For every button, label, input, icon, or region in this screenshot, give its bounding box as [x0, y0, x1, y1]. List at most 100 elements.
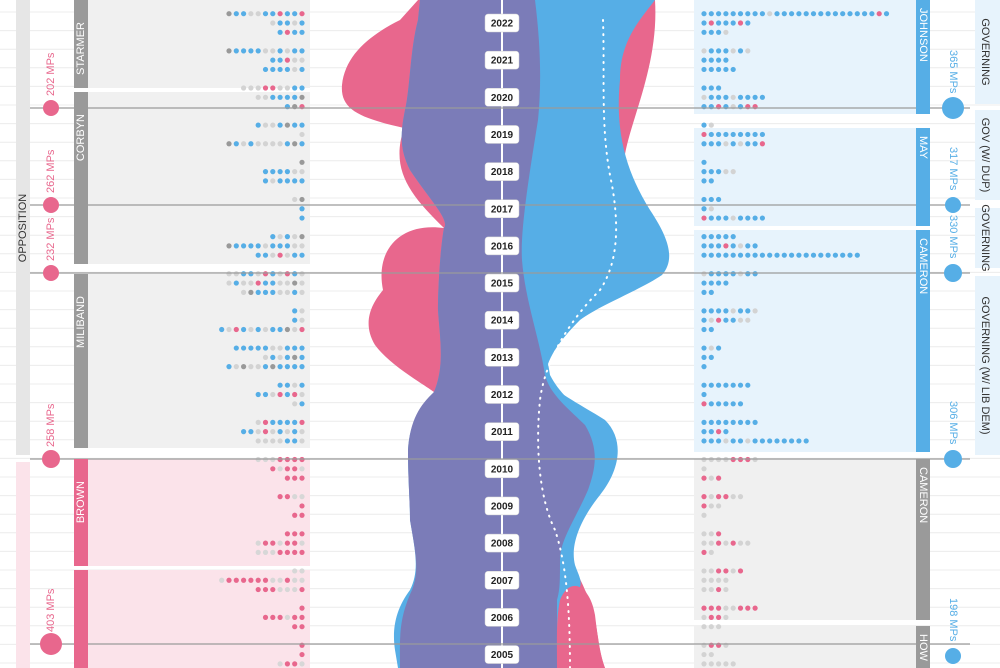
mp-dot — [723, 234, 729, 240]
mp-dot — [730, 169, 736, 175]
mp-dot — [284, 85, 290, 91]
leader-bar — [916, 459, 930, 620]
mp-dot — [248, 577, 254, 583]
mp-dot — [745, 419, 751, 425]
mp-dot — [284, 419, 290, 425]
mp-dot — [701, 345, 707, 351]
year-badge — [484, 88, 520, 107]
mp-dot — [716, 438, 722, 444]
panel-bg — [88, 570, 310, 668]
year-label: 2013 — [491, 353, 514, 364]
mp-dot — [255, 577, 261, 583]
mp-dot — [701, 568, 707, 574]
mp-dot — [241, 429, 247, 435]
year-badge — [484, 459, 520, 479]
mp-dot — [730, 317, 736, 323]
mp-dot — [708, 206, 714, 212]
mp-dot — [701, 85, 707, 91]
mp-dot — [292, 512, 298, 518]
mp-dot — [277, 577, 283, 583]
mp-dot — [292, 661, 298, 667]
mp-dot — [723, 614, 729, 621]
mp-dot — [730, 494, 736, 500]
mp-dot — [716, 252, 722, 258]
status-band — [975, 0, 1000, 104]
mp-dot — [284, 243, 290, 249]
mp-dot — [226, 271, 232, 277]
year-label: 2008 — [491, 539, 514, 550]
mp-dot — [299, 308, 305, 314]
leader-name: MILIBAND — [75, 296, 87, 348]
mp-dot — [277, 178, 283, 184]
mp-dot — [299, 122, 305, 128]
mp-dot — [277, 29, 283, 35]
mp-dot — [737, 317, 744, 323]
mp-dot — [723, 20, 729, 26]
mp-dot — [241, 141, 247, 147]
leader-name: MAY — [917, 136, 929, 160]
mp-dot — [292, 401, 298, 407]
mp-dot — [241, 280, 247, 286]
mp-count-label: 198 MPs — [947, 598, 959, 642]
mp-dot — [745, 382, 751, 388]
mp-dot — [284, 438, 290, 444]
mp-dot — [299, 382, 305, 388]
leader-bar — [74, 92, 88, 264]
mp-dot — [292, 234, 298, 240]
mp-dot — [255, 48, 261, 54]
mp-dot — [233, 364, 239, 370]
mp-dot — [737, 568, 744, 574]
mp-dot — [701, 549, 707, 556]
mp-dot — [708, 280, 714, 286]
mp-count-label: 232 MPs — [45, 217, 57, 261]
mp-dot — [752, 308, 758, 314]
mp-dot — [723, 252, 729, 258]
mp-dot — [262, 577, 269, 583]
mp-dot — [737, 131, 744, 138]
overlap-stream — [399, 0, 595, 668]
mp-dot — [277, 466, 283, 472]
mp-dot — [248, 141, 254, 147]
mp-dot — [277, 169, 283, 175]
mp-dot — [716, 475, 722, 481]
panel-bg — [88, 274, 310, 448]
mp-count-label: 403 MPs — [45, 588, 57, 632]
mp-dot — [277, 438, 283, 444]
mp-dot — [745, 48, 751, 54]
mp-dot — [730, 94, 736, 100]
mp-dot — [708, 661, 714, 667]
mp-dot — [708, 66, 714, 73]
mp-dot — [262, 271, 269, 277]
mp-dot — [226, 141, 232, 147]
mp-dot — [299, 512, 305, 518]
mp-dot — [292, 308, 298, 314]
mp-dot — [292, 57, 298, 63]
mp-dot — [708, 577, 714, 583]
mp-dot — [737, 215, 744, 221]
mp-dot — [737, 308, 744, 314]
mp-dot — [708, 20, 714, 26]
mp-dot — [701, 206, 707, 212]
mp-dot — [708, 614, 714, 621]
year-label: 2010 — [491, 464, 514, 475]
mp-dot — [270, 271, 276, 277]
mp-dot — [270, 345, 276, 351]
mp-dot — [262, 85, 269, 91]
mp-dot — [277, 234, 283, 240]
mp-dot — [284, 234, 290, 240]
year-badge — [484, 273, 520, 293]
mp-dot — [270, 577, 276, 583]
mp-dot — [292, 345, 298, 351]
mp-dot — [701, 354, 707, 360]
mp-dot — [716, 614, 722, 621]
mp-dot — [752, 605, 758, 611]
leader-name: BROWN — [75, 481, 87, 523]
year-label: 2007 — [491, 576, 514, 587]
mp-dot — [292, 624, 298, 630]
mp-dot — [270, 614, 276, 621]
mp-dot — [767, 252, 773, 258]
mp-dot — [292, 419, 298, 425]
mp-dot — [752, 94, 758, 100]
mp-dot — [299, 438, 305, 444]
mp-dot — [299, 661, 305, 667]
